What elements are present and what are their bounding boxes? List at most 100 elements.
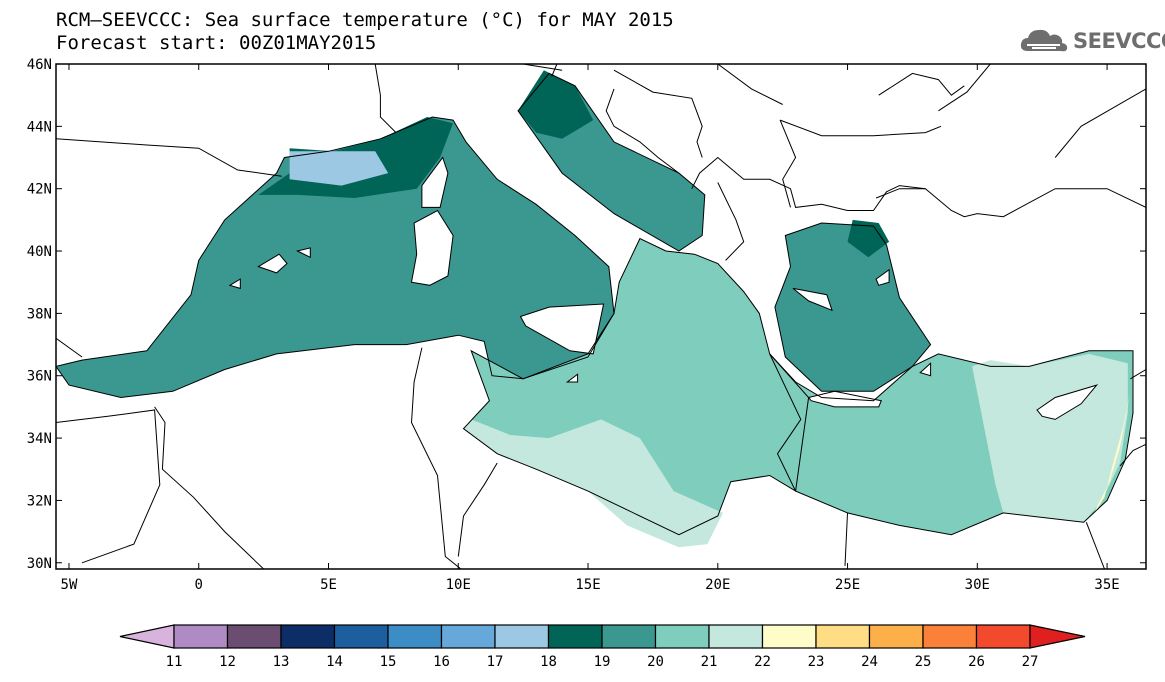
colorbar-swatch — [868, 624, 924, 649]
y-tick-label: 42N — [27, 182, 52, 198]
x-tick-label: 20E — [705, 577, 730, 593]
y-tick-label: 34N — [27, 431, 52, 447]
colorbar-label: 17 — [487, 654, 504, 670]
sst-regions-layer — [56, 70, 1133, 548]
border-line-15 — [779, 119, 797, 208]
colorbar-label: 26 — [968, 654, 985, 670]
sst-region-lion-cold — [289, 151, 389, 186]
border-line-13 — [691, 156, 926, 211]
border-line-23 — [938, 64, 991, 112]
colorbar-label: 27 — [1022, 654, 1039, 670]
colorbar-swatch — [547, 624, 603, 649]
colorbar-swatch — [494, 624, 550, 649]
colorbar-swatch — [654, 624, 710, 649]
logo-text: SEEVCCC — [1073, 29, 1165, 53]
sst-region-west-med — [56, 117, 614, 398]
colorbar-label: 11 — [166, 654, 183, 670]
border-line-14 — [717, 182, 745, 261]
colorbar-swatch — [173, 624, 229, 649]
y-axis: 30N 32N 34N 36N 38N 40N 42N 44N 46N — [27, 57, 1146, 572]
x-tick-label: 15E — [575, 577, 600, 593]
coastline-aegean — [774, 222, 932, 392]
island-rhodes — [919, 362, 932, 377]
x-tick-label: 35E — [1094, 577, 1119, 593]
x-tick-label: 30E — [965, 577, 990, 593]
islands-layer — [228, 156, 1099, 420]
island-malta — [565, 373, 579, 383]
island-lesbos — [875, 268, 890, 286]
y-tick-label: 38N — [27, 306, 52, 322]
colorbar-swatch — [815, 624, 871, 649]
coastline-adriatic — [517, 72, 706, 252]
border-line-4 — [410, 347, 462, 569]
border-line-10 — [875, 188, 1146, 218]
sst-region-marmara-north — [847, 219, 890, 258]
coastline-west-med — [56, 116, 615, 399]
colorbar-label: 21 — [701, 654, 718, 670]
border-line-11 — [374, 64, 397, 133]
map-frame — [55, 63, 1147, 570]
colorbar-label: 19 — [594, 654, 611, 670]
colorbar-swatch — [226, 624, 282, 649]
border-line-5 — [457, 462, 498, 557]
border-line-6 — [844, 512, 848, 566]
border-line-20 — [717, 64, 783, 105]
colorbar-low-arrow — [119, 624, 175, 649]
sst-region-east-levantine — [972, 353, 1128, 523]
x-tick-label: 5E — [320, 577, 337, 593]
colorbar-swatch — [601, 624, 657, 649]
island-cyprus — [1036, 384, 1099, 420]
colorbar-label: 13 — [273, 654, 290, 670]
border-line-21 — [523, 64, 563, 71]
sst-region-gulf-sirte — [463, 419, 723, 548]
y-tick-label: 36N — [27, 369, 52, 385]
border-line-0 — [56, 138, 282, 177]
colorbar-high-arrow — [1029, 624, 1086, 649]
island-menorca — [295, 247, 311, 259]
colorbar-label: 18 — [540, 654, 557, 670]
sst-region-aegean — [774, 223, 931, 392]
coastline-layer — [56, 72, 1134, 536]
colorbar-label: 12 — [219, 654, 236, 670]
seevccc-logo: SEEVCCC — [1018, 25, 1165, 57]
island-mallorca — [257, 253, 288, 274]
border-line-16 — [613, 69, 703, 158]
border-line-3 — [154, 406, 264, 569]
colorbar-swatch — [280, 624, 336, 649]
border-line-2 — [56, 409, 161, 564]
x-tick-label: 0 — [195, 577, 203, 593]
border-line-9 — [1130, 369, 1146, 380]
forecast-start-label: Forecast start: 00Z01MAY2015 — [56, 32, 377, 54]
colorbar-label: 16 — [433, 654, 450, 670]
border-line-22 — [1054, 88, 1146, 158]
island-euboea — [792, 287, 833, 312]
colorbar: 11 12 13 14 15 16 17 18 19 20 21 22 23 24 25 26 27 — [119, 624, 1086, 670]
colorbar-label: 24 — [861, 654, 878, 670]
border-line-17 — [605, 88, 680, 174]
cloud-icon — [1020, 29, 1068, 52]
sst-region-north-adriatic — [518, 70, 594, 139]
border-line-1 — [56, 337, 83, 358]
colorbar-label: 20 — [647, 654, 664, 670]
borders-layer — [56, 64, 1146, 569]
colorbar-label: 15 — [380, 654, 397, 670]
island-sicily — [519, 303, 605, 355]
colorbar-swatch — [975, 624, 1031, 649]
colorbar-swatch — [333, 624, 389, 649]
island-corsica — [421, 156, 449, 208]
colorbar-label: 23 — [808, 654, 825, 670]
border-line-8 — [1119, 443, 1146, 467]
x-tick-label: 10E — [446, 577, 471, 593]
island-ibiza — [228, 278, 241, 290]
y-tick-label: 44N — [27, 119, 52, 135]
x-axis: 5W 0 5E 10E 15E 20E 25E 30E 35E — [61, 64, 1120, 593]
map-title: RCM—SEEVCCC: Sea surface temperature (°C… — [56, 9, 674, 31]
colorbar-swatch — [708, 624, 764, 649]
island-sardinia — [410, 209, 454, 286]
coastline-levantine — [769, 350, 1134, 536]
border-line-7 — [1085, 522, 1105, 569]
colorbar-label: 22 — [754, 654, 771, 670]
y-tick-label: 46N — [27, 57, 52, 73]
y-tick-label: 40N — [27, 244, 52, 260]
